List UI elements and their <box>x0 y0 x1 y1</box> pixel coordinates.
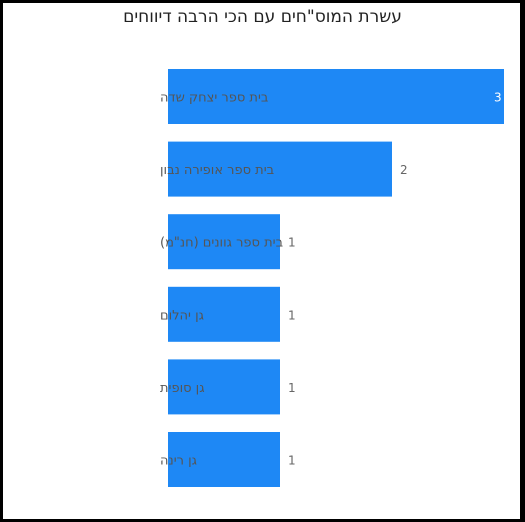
category-label-4: גן סופית <box>160 381 205 396</box>
bar-4 <box>168 359 280 415</box>
value-label-3: 1 <box>288 308 296 322</box>
bar-1 <box>168 141 392 197</box>
value-label-5: 1 <box>288 454 296 468</box>
value-label-0: 3 <box>494 91 502 105</box>
bar-0 <box>168 69 504 124</box>
category-label-3: גן יהלום <box>160 308 204 323</box>
bar-3 <box>168 286 280 342</box>
value-label-1: 2 <box>400 163 408 177</box>
value-label-2: 1 <box>288 236 296 250</box>
category-label-5: גן רינה <box>160 454 197 469</box>
category-label-0: בית ספר יצחק שדה <box>160 91 268 106</box>
category-label-1: בית ספר אופירה נבון <box>160 163 274 178</box>
category-label-2: בית ספר גוונים (חנ"מ) <box>160 236 283 251</box>
bar-5 <box>168 432 280 487</box>
chart-title: עשרת המוס"חים עם הכי הרבה דיווחים <box>123 7 402 27</box>
bar-2 <box>168 214 280 270</box>
value-label-4: 1 <box>288 381 296 395</box>
